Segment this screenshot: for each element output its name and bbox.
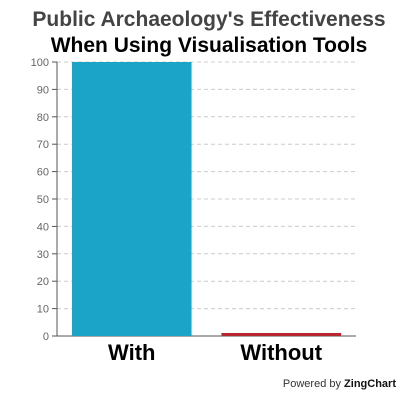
credit-prefix: Powered by [282,378,341,390]
y-tick-label: 30 [37,249,49,261]
credit-brand: ZingChart [344,378,396,390]
x-category-label: With [108,340,155,365]
bar-without [221,333,342,336]
x-category-label: Without [240,340,322,365]
y-tick-label: 50 [37,194,49,206]
bar-with [71,62,192,336]
chart-subtitle: When Using Visualisation Tools [51,34,368,57]
y-tick-label: 100 [31,57,49,69]
y-tick-label: 80 [37,112,49,124]
y-tick-label: 90 [37,84,49,96]
y-tick-label: 60 [37,167,49,179]
labels: 0 10 20 30 40 50 60 70 80 90 100 With Without [31,57,323,365]
y-tick-label: 10 [37,304,49,316]
chart-title: Public Archaeology's Effectiveness [32,8,385,31]
y-tick-label: 70 [37,139,49,151]
bars [71,62,342,336]
y-tick-label: 0 [43,331,49,343]
y-tick-label: 20 [37,276,49,288]
y-tick-label: 40 [37,221,49,233]
powered-by-credit[interactable]: Powered by ZingChart [283,378,396,390]
